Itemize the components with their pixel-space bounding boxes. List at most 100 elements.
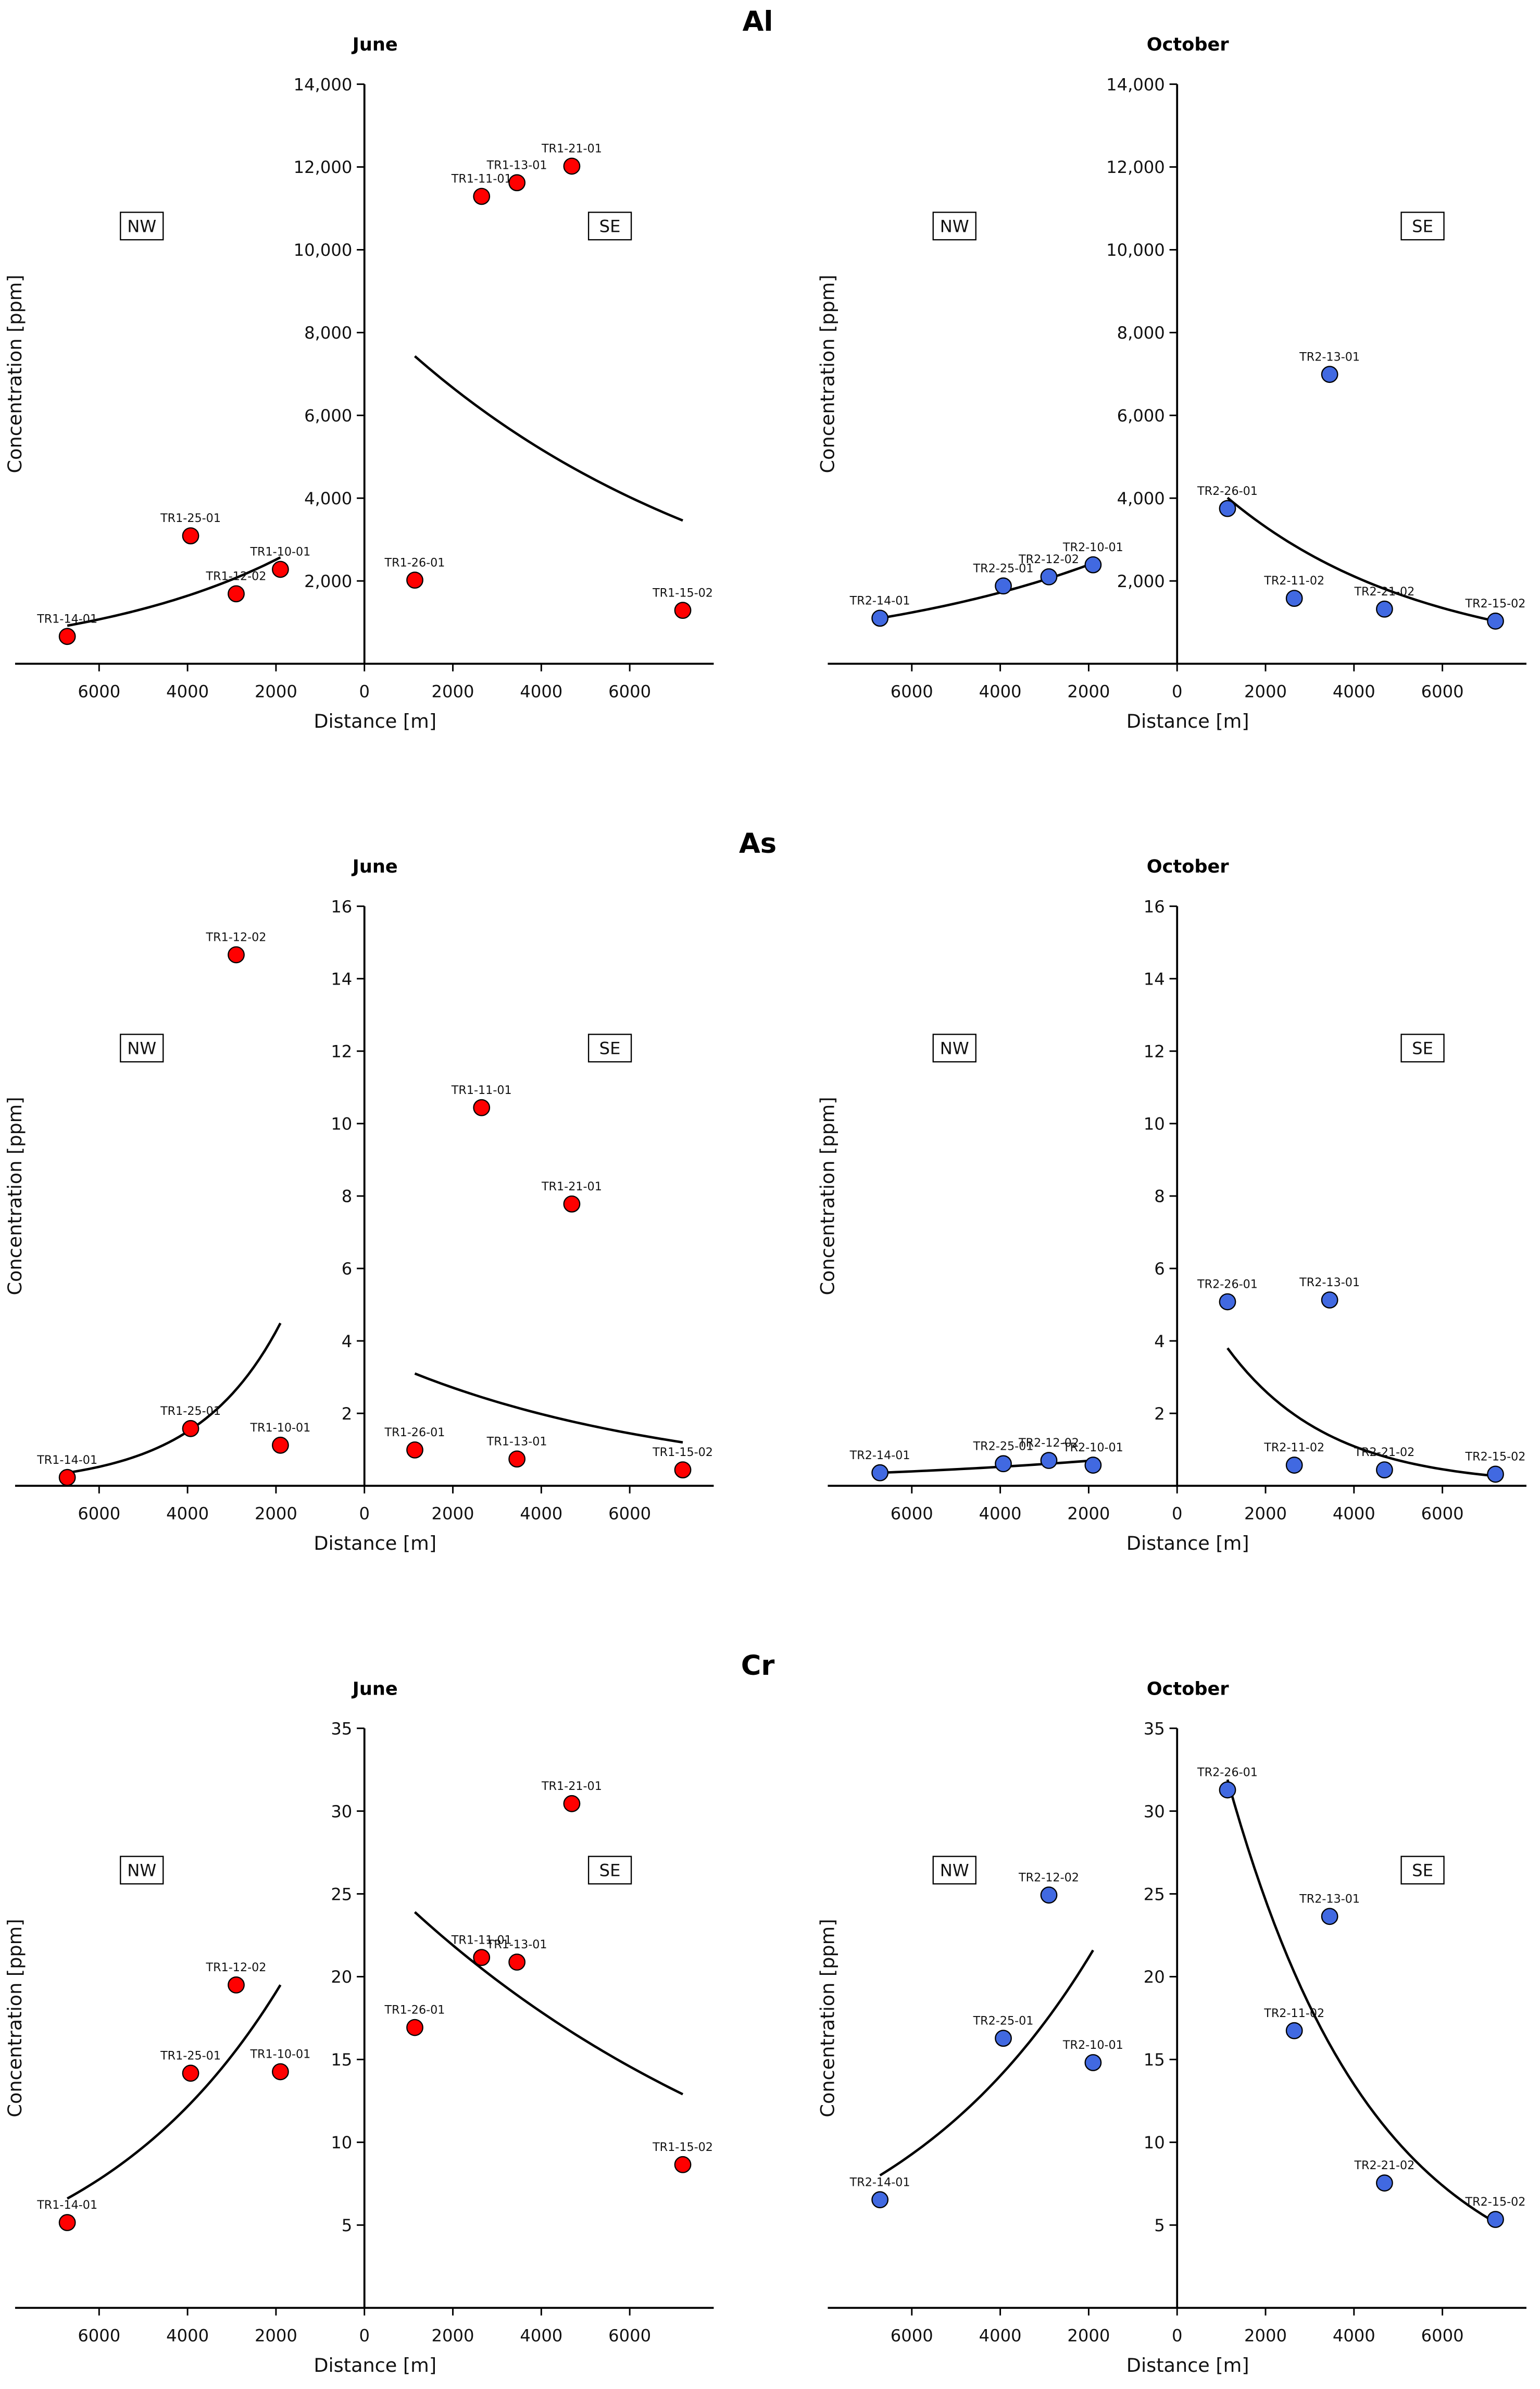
data-point-label: TR2-13-01: [1299, 350, 1360, 364]
x-tick-label: 2000: [255, 682, 297, 702]
panel-title: June: [352, 1678, 398, 1699]
y-tick-label: 14,000: [294, 74, 353, 94]
data-point: [871, 1464, 889, 1482]
y-tick-label: 12: [1144, 1042, 1165, 1062]
element-title: Al: [743, 6, 773, 38]
data-point-label: TR2-13-01: [1299, 1276, 1360, 1289]
x-tick-label: 6000: [608, 682, 651, 702]
x-tick-label: 0: [1172, 682, 1182, 702]
x-tick-label: 2000: [1244, 1504, 1287, 1524]
data-point-label: TR2-12-02: [1018, 553, 1079, 566]
panel-title: October: [1147, 856, 1230, 877]
data-point: [1487, 612, 1504, 630]
x-tick-label: 0: [359, 2326, 369, 2346]
trend-line: [880, 562, 1094, 620]
annotation-box-se: [587, 211, 632, 241]
y-tick-label: 14,000: [1106, 74, 1165, 94]
trend-line: [414, 1911, 684, 2096]
data-point: [1321, 1291, 1338, 1309]
data-point-label: TR1-11-01: [451, 172, 512, 186]
data-point-label: TR2-12-02: [1018, 1436, 1079, 1450]
y-axis-label: Concentration [ppm]: [4, 275, 26, 473]
x-tick-label: 4000: [1333, 1504, 1375, 1524]
x-tick-label: 4000: [520, 2326, 562, 2346]
y-tick-label: 4: [1154, 1332, 1165, 1351]
data-point-label: TR1-14-01: [36, 1453, 97, 1467]
data-point-label: TR1-26-01: [384, 556, 445, 569]
data-point: [1376, 600, 1393, 618]
data-point-label: TR1-26-01: [384, 1426, 445, 1439]
y-tick-label: 30: [331, 1801, 352, 1821]
x-tick-label: 0: [359, 1504, 369, 1524]
chart-panel-al-june: Al June 6000 4000 2000 0 2000 4000 6000 2,000 4,00…: [4, 6, 773, 732]
data-point-label: TR1-26-01: [384, 2004, 445, 2017]
data-point: [1321, 366, 1338, 383]
data-point-label: TR2-12-02: [1018, 1871, 1079, 1884]
data-point-label: TR1-12-02: [206, 930, 267, 944]
data-point-label: TR2-10-01: [1062, 2038, 1123, 2052]
data-point-label: TR1-14-01: [36, 2198, 97, 2212]
y-tick-label: 4,000: [1117, 489, 1165, 508]
x-tick-label: 6000: [891, 2326, 933, 2346]
annotation-box-nw: [120, 211, 164, 241]
data-point: [1040, 1886, 1058, 1904]
y-tick-label: 4,000: [304, 489, 352, 508]
y-tick-label: 5: [1154, 2216, 1165, 2235]
y-tick-label: 10: [331, 2133, 352, 2152]
y-tick-label: 30: [1144, 1801, 1165, 1821]
data-point: [1219, 1293, 1236, 1311]
y-tick-label: 16: [331, 897, 352, 916]
data-point-label: TR2-21-02: [1354, 585, 1414, 599]
y-tick-label: 2,000: [1117, 571, 1165, 591]
annotation-se: SE: [599, 1039, 621, 1059]
data-point-label: TR1-10-01: [249, 1421, 310, 1435]
x-tick-label: 0: [1172, 1504, 1182, 1524]
x-tick-label: 6000: [1421, 682, 1464, 702]
data-point: [1219, 500, 1236, 517]
x-tick-label: 6000: [891, 1504, 933, 1524]
annotation-se: SE: [599, 1861, 621, 1881]
data-point: [1040, 1452, 1058, 1469]
data-point-label: TR1-14-01: [36, 612, 97, 626]
y-tick-label: 20: [331, 1967, 352, 1987]
y-tick-label: 8: [342, 1187, 352, 1206]
data-point: [228, 1976, 245, 1994]
x-tick-label: 0: [1172, 2326, 1182, 2346]
y-tick-label: 6: [342, 1259, 352, 1279]
trend-line: [67, 1322, 282, 1474]
annotation-se: SE: [1412, 1861, 1433, 1881]
data-point-label: TR1-10-01: [249, 2048, 310, 2061]
annotation-nw: NW: [940, 1861, 969, 1881]
data-point-label: TR1-13-01: [486, 1938, 547, 1951]
annotation-box-nw: [932, 1034, 976, 1063]
x-tick-label: 6000: [608, 2326, 651, 2346]
x-axis-label: Distance [m]: [1126, 2354, 1249, 2376]
x-tick-label: 6000: [78, 1504, 120, 1524]
x-tick-label: 4000: [166, 682, 209, 702]
data-point-label: TR1-25-01: [160, 512, 221, 525]
chart-panel-as-june: As June 6000 4000 2000 0 2000 4000 6000 2 4 6 8 10 12 1…: [4, 828, 777, 1554]
x-tick-label: 4000: [520, 682, 562, 702]
y-tick-label: 15: [331, 2050, 352, 2070]
data-point-label: TR1-11-01: [451, 1933, 512, 1947]
data-point-label: TR2-15-02: [1465, 1450, 1526, 1464]
data-point: [406, 2019, 423, 2036]
x-axis-label: Distance [m]: [314, 1532, 436, 1554]
data-point: [508, 1953, 526, 1971]
chart-panel-cr-october: October 6000 4000 2000 0 2000 4000 6000 5 10 15 20 2…: [816, 1678, 1526, 2376]
data-point: [473, 188, 491, 205]
data-point: [1084, 1457, 1102, 1474]
x-tick-label: 2000: [432, 2326, 474, 2346]
data-point: [272, 1436, 289, 1454]
data-point: [995, 577, 1012, 595]
y-tick-label: 35: [1144, 1719, 1165, 1738]
x-tick-label: 4000: [979, 682, 1022, 702]
data-point: [58, 1469, 76, 1486]
y-tick-label: 25: [1144, 1884, 1165, 1904]
y-tick-label: 5: [342, 2216, 352, 2235]
data-point-label: TR1-15-02: [652, 2141, 713, 2154]
data-point: [1376, 1461, 1393, 1478]
x-tick-label: 2000: [1244, 682, 1287, 702]
data-point: [228, 585, 245, 603]
data-point-label: TR2-13-01: [1299, 1892, 1360, 1906]
